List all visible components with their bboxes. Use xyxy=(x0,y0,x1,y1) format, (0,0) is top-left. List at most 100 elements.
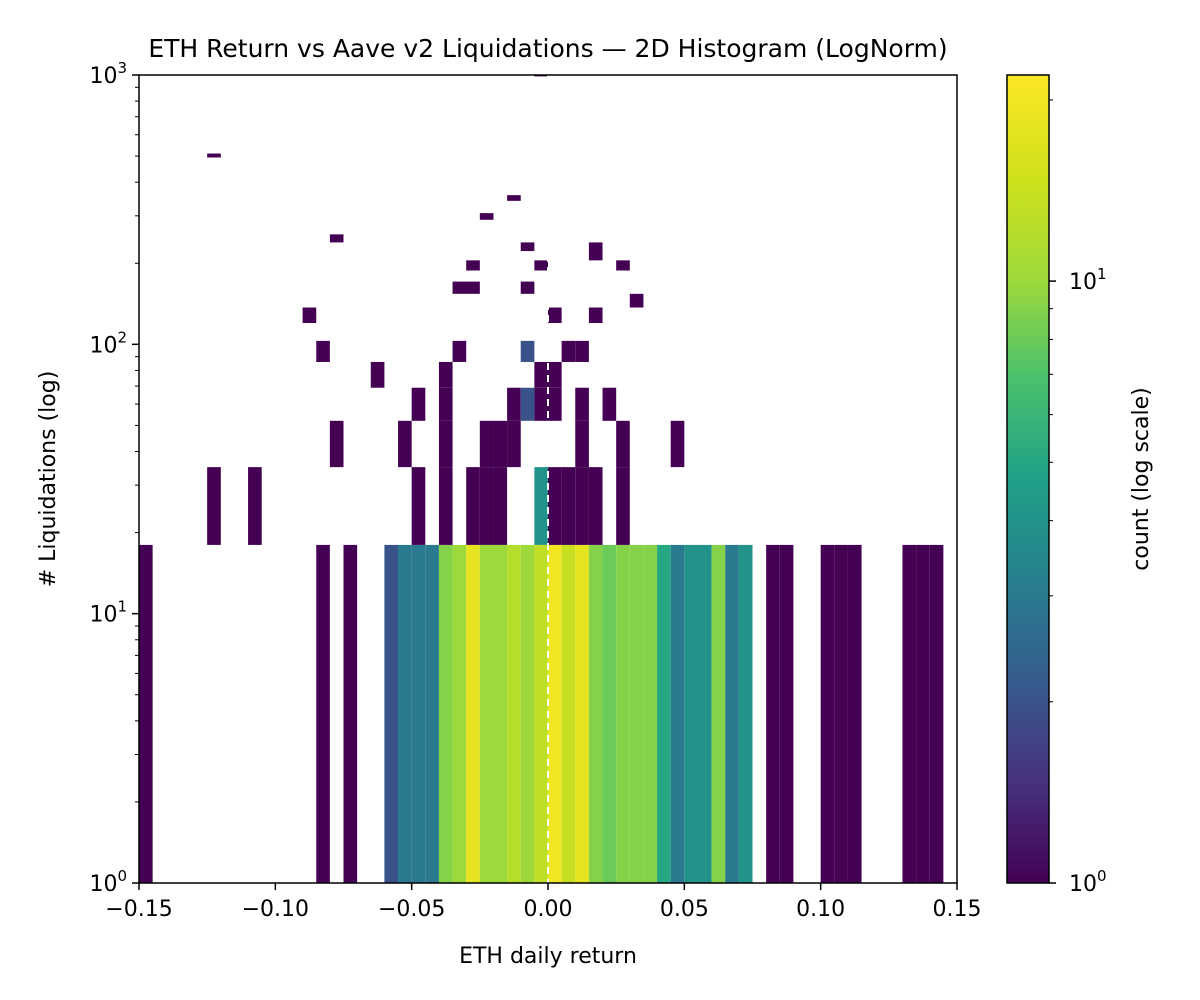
heatmap-cell xyxy=(657,544,671,883)
heatmap-cell xyxy=(438,361,453,388)
heatmap-cell xyxy=(520,242,535,252)
colorbar-label: count (log scale) xyxy=(1129,387,1154,570)
heatmap-cell xyxy=(398,544,412,883)
heatmap-cell xyxy=(493,420,508,468)
heatmap-cell xyxy=(548,307,562,324)
heatmap-cell xyxy=(452,544,467,883)
heatmap-cell xyxy=(725,544,739,883)
heatmap-cell xyxy=(711,544,726,883)
heatmap-cell xyxy=(466,260,480,271)
x-tick-label: −0.15 xyxy=(105,897,172,922)
y-tick-label: 103 xyxy=(89,59,127,89)
heatmap-cell xyxy=(616,420,630,468)
heatmap-cell xyxy=(520,387,535,421)
heatmap-cell xyxy=(575,544,589,883)
heatmap-cell xyxy=(779,544,794,883)
heatmap-cell xyxy=(929,544,944,883)
heatmap-cell xyxy=(602,544,617,883)
x-tick-label: 0.15 xyxy=(933,897,982,922)
heatmap-cell xyxy=(643,544,658,883)
heatmap-cell xyxy=(588,307,603,324)
heatmap-cell xyxy=(520,544,535,883)
heatmap-cell xyxy=(697,544,712,883)
heatmap-cell xyxy=(466,467,480,545)
heatmap-cell xyxy=(561,544,576,883)
heatmap-cell xyxy=(548,387,562,421)
heatmap-cell xyxy=(534,387,548,421)
x-axis: −0.15 −0.10 −0.05 0.00 0.05 0.10 0.15 xyxy=(105,883,981,922)
heatmap-cell xyxy=(507,420,521,468)
heatmap-cell xyxy=(466,544,480,883)
heatmap-cell xyxy=(534,361,548,388)
heatmap-cell xyxy=(329,420,344,468)
heatmap-cell xyxy=(411,387,426,421)
heatmap-cell xyxy=(343,544,358,883)
heatmap-cell xyxy=(316,544,330,883)
heatmap-cell xyxy=(916,544,930,883)
heatmap-cell xyxy=(629,293,644,308)
heatmap-cell xyxy=(902,544,917,883)
heatmap-cell xyxy=(411,467,426,545)
heatmap-cell xyxy=(561,340,576,362)
heatmap-cell xyxy=(438,544,453,883)
colorbar-axis: 100 101 xyxy=(1049,99,1107,897)
heatmap-cell xyxy=(507,544,521,883)
heatmap-cell xyxy=(493,467,508,545)
heatmap-cell xyxy=(575,467,589,545)
heatmap-cell xyxy=(588,242,603,261)
heatmap-cell xyxy=(588,544,603,883)
heatmap-cell xyxy=(329,234,344,243)
x-tick-label: −0.10 xyxy=(242,897,309,922)
y-axis: 100 101 102 103 xyxy=(89,59,139,897)
heatmap-cell xyxy=(684,544,698,883)
heatmap-cell xyxy=(548,361,562,388)
heatmap-cell xyxy=(438,467,453,545)
heatmap-cell xyxy=(575,387,589,421)
heatmap-cell xyxy=(507,387,521,421)
chart-title: ETH Return vs Aave v2 Liquidations — 2D … xyxy=(148,34,947,63)
heatmap-cell xyxy=(493,544,508,883)
heatmap-cell xyxy=(548,467,562,545)
heatmap-cell xyxy=(520,281,535,294)
heatmap-cell xyxy=(616,260,630,271)
heatmap-cell xyxy=(479,213,494,220)
heatmap-cell xyxy=(534,260,548,271)
heatmap-cell xyxy=(384,544,399,883)
x-tick-label: 0.05 xyxy=(660,897,709,922)
heatmap-cell xyxy=(316,340,330,362)
heatmap-cell xyxy=(602,387,617,421)
heatmap-cell xyxy=(302,307,317,324)
heatmap-cell xyxy=(766,544,780,883)
heatmap-cell xyxy=(588,467,603,545)
heatmap-cell xyxy=(670,544,685,883)
heatmap-cell xyxy=(738,544,753,883)
heatmap-cell xyxy=(425,544,439,883)
heatmap-cell xyxy=(534,467,548,545)
y-axis-label: # Liquidations (log) xyxy=(36,371,61,588)
y-tick-label: 101 xyxy=(89,598,127,628)
heatmap-cell xyxy=(479,420,494,468)
heatmap-cell xyxy=(507,195,521,201)
heatmap-cell xyxy=(452,340,467,362)
heatmap-cell xyxy=(629,544,644,883)
heatmap-cell xyxy=(479,544,494,883)
heatmap-cell xyxy=(534,544,548,883)
y-tick-label: 102 xyxy=(89,328,127,358)
heatmap-cell xyxy=(452,281,480,294)
heatmap-cell xyxy=(139,544,153,883)
heatmap-cell xyxy=(438,387,453,421)
x-tick-label: 0.00 xyxy=(524,897,573,922)
heatmap-cell xyxy=(520,340,535,362)
heatmap-cell xyxy=(411,544,426,883)
heatmap-cell xyxy=(820,544,835,883)
heatmap-cell xyxy=(847,544,862,883)
heatmap-cell xyxy=(207,467,221,545)
heatmap-cells xyxy=(139,75,944,883)
heatmap-cell xyxy=(561,467,576,545)
heatmap-cell xyxy=(834,544,848,883)
colorbar-tick-label: 100 xyxy=(1069,867,1107,897)
heatmap-cell xyxy=(438,420,453,468)
heatmap-cell xyxy=(575,340,589,362)
heatmap-cell xyxy=(370,361,385,388)
